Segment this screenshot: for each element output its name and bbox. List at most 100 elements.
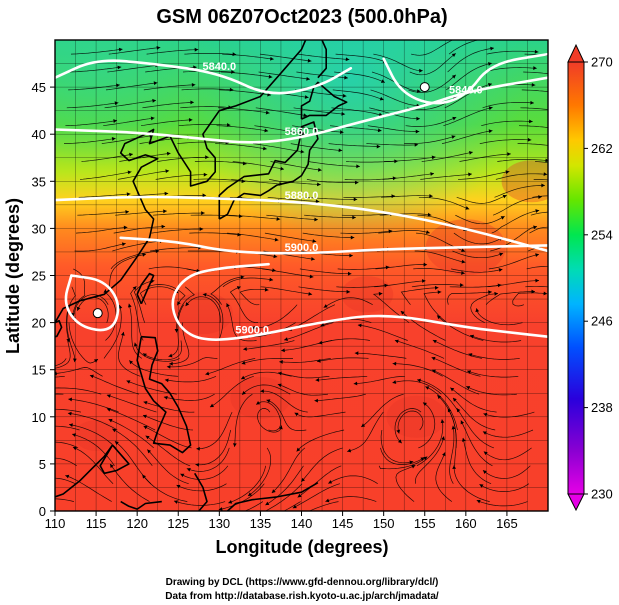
streamline: [314, 393, 366, 402]
streamline: [266, 399, 307, 431]
streamline-arrow: [341, 111, 346, 116]
streamline-arrow: [129, 360, 134, 365]
streamline: [55, 441, 79, 449]
streamline-arrow: [314, 398, 318, 403]
streamline-arrow: [350, 235, 355, 240]
streamline-arrow: [432, 339, 437, 344]
streamline: [517, 143, 548, 146]
streamline-arrow: [28, 427, 32, 431]
streamline-arrow: [110, 464, 114, 468]
colorbar-ticks: 230 238 246 254 262 270: [584, 55, 613, 502]
streamline-arrow: [442, 452, 446, 457]
streamline: [414, 250, 466, 263]
streamline-arrow: [297, 493, 302, 498]
x-tick-label: 145: [332, 516, 354, 531]
streamline: [487, 280, 540, 288]
streamline: [404, 135, 456, 144]
streamline-arrow: [534, 49, 539, 54]
streamline-arrow: [50, 386, 54, 390]
streamline: [395, 464, 416, 502]
streamline: [354, 352, 407, 359]
streamline: [453, 232, 503, 245]
streamline: [379, 213, 432, 216]
streamline-arrow: [169, 361, 173, 366]
streamline-arrow: [205, 155, 209, 160]
streamline: [65, 475, 112, 502]
streamline-arrow: [166, 364, 171, 369]
streamline-arrow: [164, 191, 169, 196]
streamline-arrow: [409, 460, 414, 465]
streamline: [216, 125, 269, 132]
colorbar-tick-label: 254: [591, 227, 613, 242]
streamline: [266, 214, 318, 221]
streamline-arrow: [380, 79, 385, 83]
streamline: [106, 394, 157, 413]
streamline: [55, 340, 71, 369]
streamline: [118, 331, 141, 377]
circulation-centers: [92, 82, 430, 319]
streamline: [147, 284, 186, 306]
streamline-arrow: [461, 271, 465, 275]
streamline-arrow: [161, 224, 166, 229]
streamline: [265, 465, 304, 506]
streamline-arrow: [530, 100, 534, 105]
streamline-arrow: [190, 100, 194, 105]
streamline-arrow: [311, 256, 315, 261]
streamline-arrow: [265, 501, 270, 506]
streamline: [524, 53, 548, 57]
streamline: [69, 66, 122, 73]
streamline-arrow: [126, 192, 131, 197]
streamline: [180, 465, 229, 480]
streamline: [63, 138, 116, 144]
streamline-arrow: [121, 242, 126, 247]
streamline: [55, 498, 74, 502]
streamline-arrow: [153, 81, 158, 86]
streamline-arrow: [272, 268, 276, 273]
streamline-arrow: [142, 252, 147, 257]
streamline-arrow: [465, 206, 470, 210]
streamline-arrow: [414, 142, 419, 147]
streamline-arrow: [432, 369, 436, 374]
x-tick-label: 160: [455, 516, 477, 531]
streamline-arrow: [186, 468, 191, 472]
streamline: [227, 232, 279, 241]
streamline: [392, 363, 443, 377]
streamline: [240, 371, 292, 380]
y-axis-ticks: 0 5 10 15 20 25 30 35 40 45: [32, 80, 55, 519]
streamline: [420, 173, 472, 180]
streamline-arrow: [176, 484, 181, 489]
streamline: [166, 357, 218, 368]
streamline: [181, 88, 234, 91]
streamline-arrow: [89, 374, 94, 379]
streamline: [297, 53, 350, 60]
streamline: [184, 53, 237, 55]
streamline: [456, 408, 495, 449]
streamline-arrow: [499, 252, 504, 257]
streamline: [255, 107, 308, 117]
streamline: [146, 49, 199, 55]
streamline: [418, 402, 436, 449]
streamline: [323, 297, 373, 308]
streamline-arrow: [267, 92, 271, 97]
streamline: [110, 250, 160, 270]
streamline: [55, 375, 65, 378]
credit-line-dcl: Drawing by DCL (https://www.gfd-dennou.o…: [166, 577, 439, 588]
streamline-arrow: [260, 389, 265, 393]
streamline: [400, 287, 439, 305]
streamline-arrow: [533, 225, 537, 230]
streamline: [460, 420, 493, 467]
streamline: [458, 171, 510, 180]
streamline-arrow: [28, 445, 32, 448]
streamline: [72, 268, 86, 317]
streamline-arrow: [195, 462, 200, 467]
streamline: [294, 89, 347, 97]
streamline: [482, 102, 534, 109]
streamline: [520, 107, 548, 110]
streamline: [283, 501, 301, 511]
streamline: [378, 456, 428, 470]
streamline: [418, 196, 470, 210]
streamline: [316, 357, 369, 362]
streamline: [109, 463, 150, 502]
streamline-arrow: [218, 507, 223, 511]
streamline: [294, 411, 346, 418]
